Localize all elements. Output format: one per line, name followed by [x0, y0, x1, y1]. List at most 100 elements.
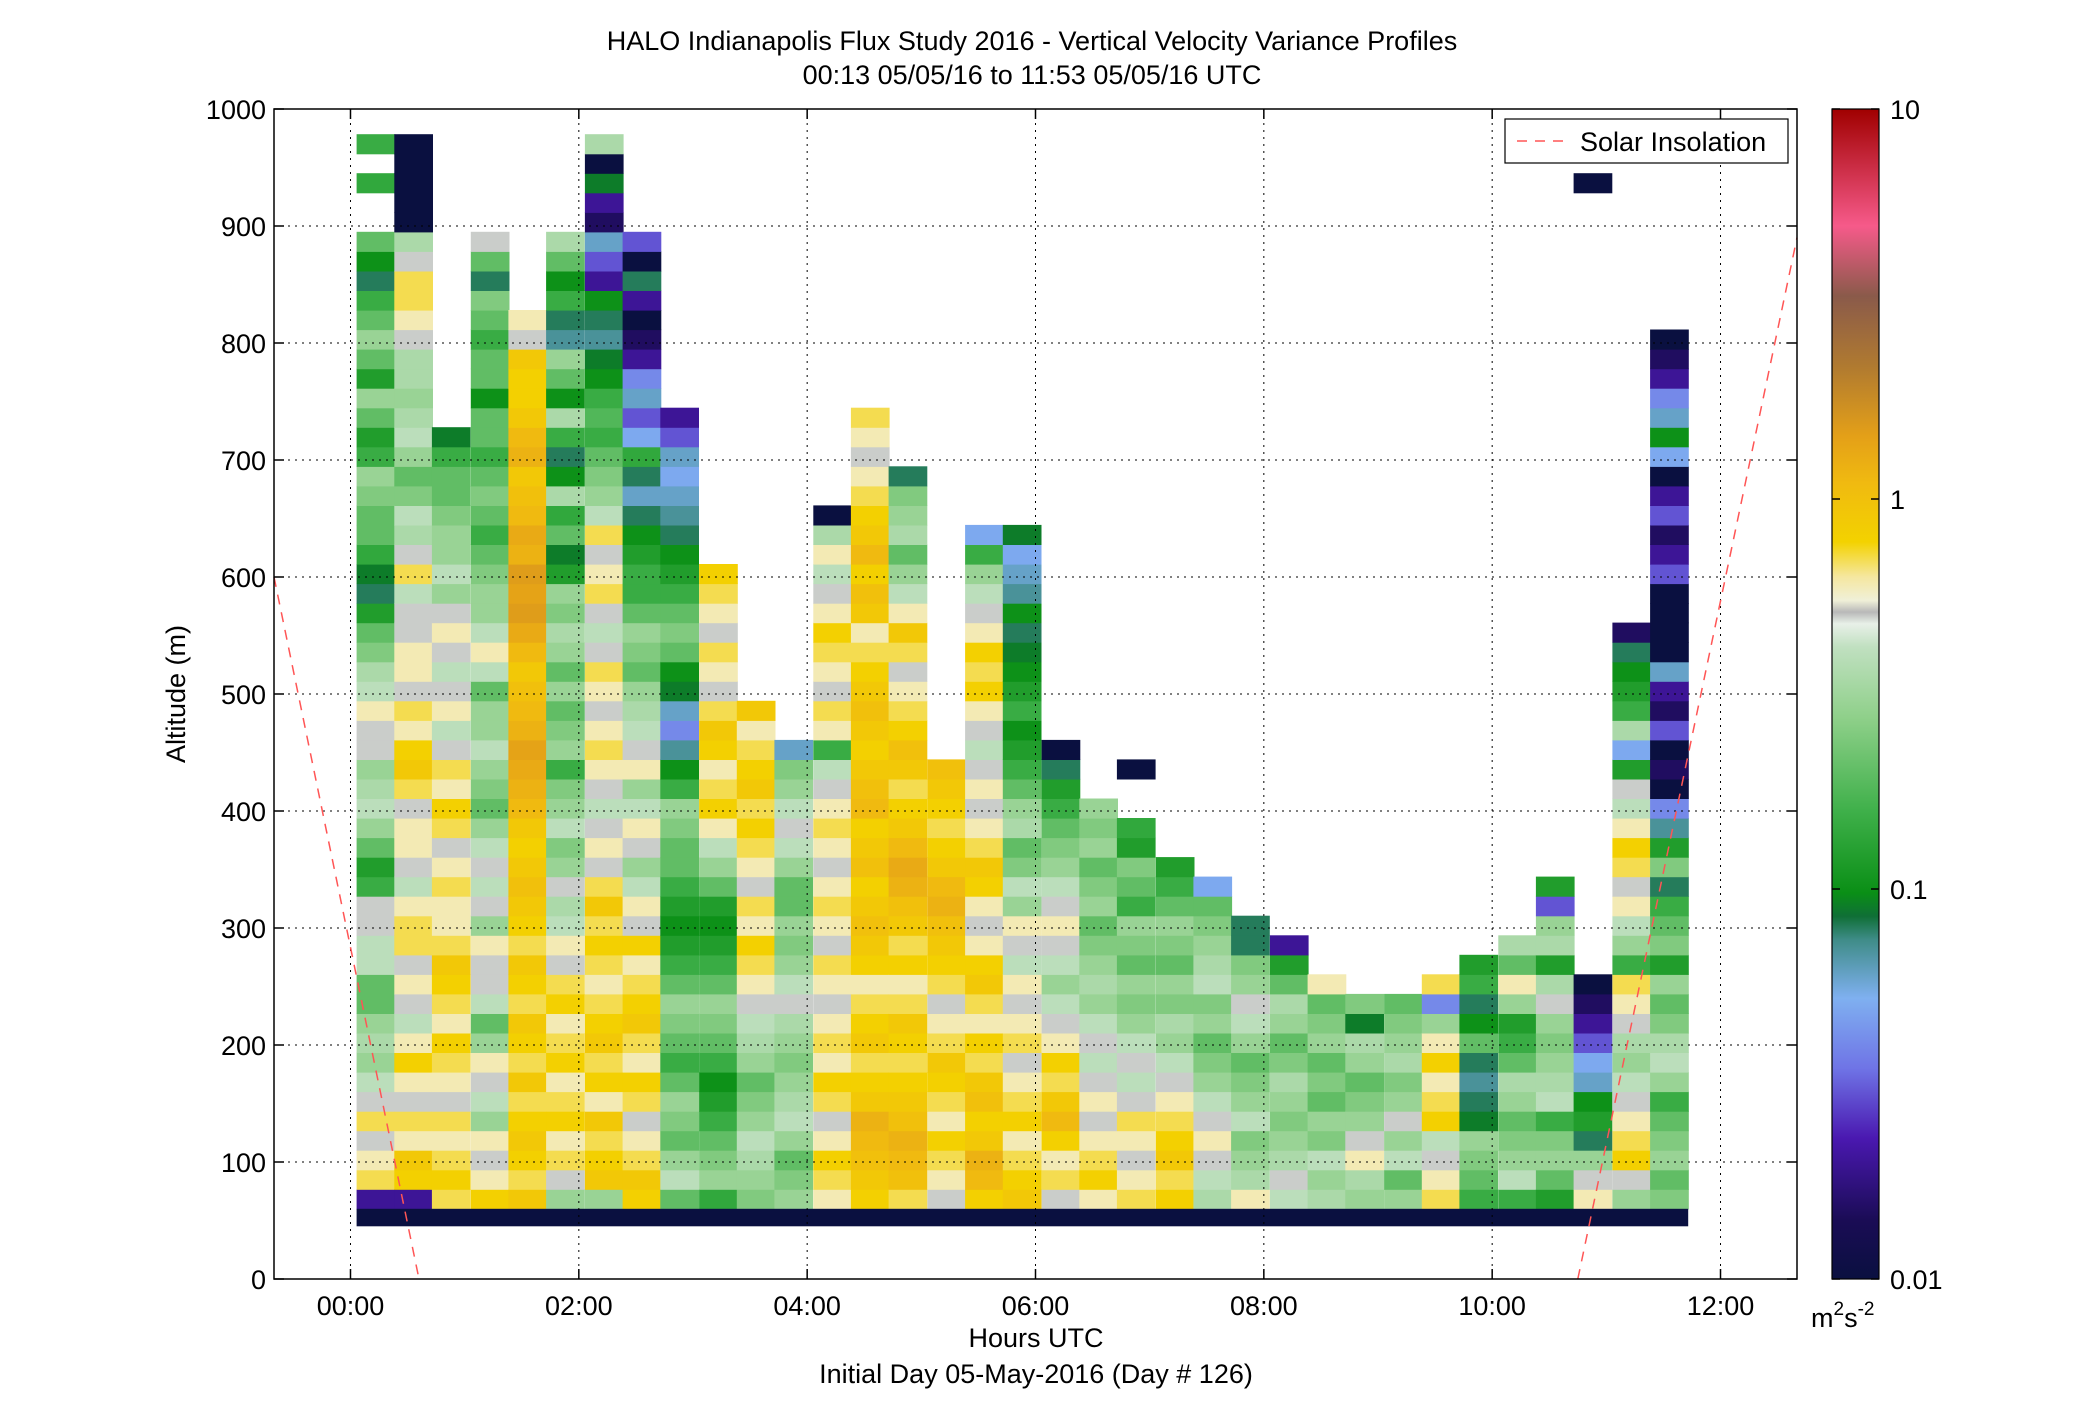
- heatmap-cell: [394, 915, 433, 936]
- heatmap-cell: [813, 896, 852, 917]
- heatmap-cell: [1231, 974, 1270, 995]
- heatmap-cell: [1231, 993, 1270, 1014]
- heatmap-cell: [1345, 1013, 1384, 1034]
- heatmap-cell: [850, 1111, 890, 1132]
- heatmap-cell: [356, 1091, 396, 1112]
- heatmap-cell: [394, 134, 433, 155]
- heatmap-cell: [1155, 1130, 1195, 1151]
- heatmap-cell: [927, 1052, 967, 1073]
- heatmap-cell: [584, 446, 624, 467]
- heatmap-cell: [546, 1013, 585, 1034]
- heatmap-cell: [1079, 1052, 1118, 1073]
- heatmap-cell: [850, 407, 890, 428]
- heatmap-cell: [508, 1032, 548, 1053]
- heatmap-cell: [1650, 739, 1689, 760]
- heatmap-cell: [660, 1091, 699, 1112]
- heatmap-cell: [470, 700, 510, 721]
- heatmap-cell: [356, 583, 396, 604]
- heatmap-cell: [965, 896, 1004, 917]
- heatmap-cell: [356, 564, 396, 585]
- heatmap-cell: [508, 1189, 548, 1210]
- x-tick-label: 12:00: [1687, 1291, 1755, 1321]
- heatmap-cell: [774, 798, 814, 819]
- heatmap-cell: [1193, 974, 1233, 995]
- heatmap-cell: [1535, 1072, 1575, 1093]
- heatmap-cell: [1535, 993, 1575, 1014]
- heatmap-cell: [813, 564, 852, 585]
- heatmap-cell: [1345, 1111, 1384, 1132]
- heatmap-cell: [736, 1169, 776, 1190]
- heatmap-cell: [850, 915, 890, 936]
- heatmap-cell: [470, 290, 510, 311]
- heatmap-cell: [660, 622, 699, 643]
- heatmap-cell: [1459, 1072, 1499, 1093]
- heatmap-cell: [965, 837, 1004, 858]
- heatmap-cell: [1002, 818, 1042, 839]
- heatmap-cell: [394, 407, 433, 428]
- heatmap-cell: [1535, 1130, 1575, 1151]
- heatmap-cell: [394, 212, 433, 233]
- heatmap-cell: [1116, 837, 1156, 858]
- heatmap-cell: [546, 290, 585, 311]
- heatmap-cell: [546, 505, 585, 526]
- heatmap-cell: [356, 993, 396, 1014]
- heatmap-cell: [584, 935, 624, 956]
- heatmap-cell: [813, 583, 852, 604]
- heatmap-cell: [1269, 1111, 1309, 1132]
- heatmap-cell: [888, 1189, 928, 1210]
- heatmap-cell: [622, 544, 662, 565]
- y-tick-label: 1000: [206, 95, 266, 125]
- heatmap-cell: [660, 798, 699, 819]
- heatmap-cell: [546, 642, 585, 663]
- heatmap-cell: [508, 661, 548, 682]
- heatmap-cell: [965, 1150, 1004, 1171]
- heatmap-cell: [850, 993, 890, 1014]
- heatmap-cell: [584, 524, 624, 545]
- heatmap-cell: [1116, 935, 1156, 956]
- heatmap-cell: [356, 231, 396, 252]
- heatmap-cell: [394, 466, 433, 487]
- heatmap-cell: [1231, 1169, 1270, 1190]
- heatmap-cell: [1650, 954, 1689, 975]
- heatmap-cell: [699, 935, 738, 956]
- heatmap-cell: [1079, 1111, 1118, 1132]
- heatmap-cell: [1612, 954, 1652, 975]
- heatmap-cell: [546, 661, 585, 682]
- heatmap-cell: [508, 1091, 548, 1112]
- heatmap-cell: [1116, 1032, 1156, 1053]
- heatmap-cell: [1041, 915, 1081, 936]
- heatmap-cell: [622, 251, 662, 272]
- heatmap-cell: [660, 1189, 699, 1210]
- heatmap-cell: [1535, 1052, 1575, 1073]
- legend-label-solar-insolation: Solar Insolation: [1580, 127, 1766, 157]
- heatmap-cell: [1421, 1189, 1461, 1210]
- heatmap-cell: [546, 1072, 585, 1093]
- heatmap-cell: [1650, 505, 1689, 526]
- heatmap-cell: [356, 837, 396, 858]
- heatmap-cell: [1079, 896, 1118, 917]
- heatmap-cell: [470, 1013, 510, 1034]
- y-tick-label: 600: [221, 563, 266, 593]
- heatmap-cell: [888, 720, 928, 741]
- heatmap-cell: [1535, 915, 1575, 936]
- heatmap-cell: [1612, 1091, 1652, 1112]
- heatmap-cell: [1650, 1052, 1689, 1073]
- heatmap-cell: [470, 1032, 510, 1053]
- heatmap-cell: [850, 427, 890, 448]
- heatmap-cell: [546, 818, 585, 839]
- heatmap-cell: [584, 1052, 624, 1073]
- heatmap-cell: [1612, 1130, 1652, 1151]
- heatmap-cell: [774, 778, 814, 799]
- heatmap-cell: [356, 1032, 396, 1053]
- heatmap-cell: [1345, 1032, 1384, 1053]
- heatmap-cell: [1459, 1013, 1499, 1034]
- heatmap-cell: [1231, 1072, 1270, 1093]
- heatmap-cell: [1002, 1150, 1042, 1171]
- heatmap-cell: [813, 720, 852, 741]
- heatmap-cell: [508, 1052, 548, 1073]
- heatmap-cell: [1079, 837, 1118, 858]
- heatmap-cell: [660, 524, 699, 545]
- heatmap-cell: [431, 466, 471, 487]
- heatmap-cell: [1269, 954, 1309, 975]
- heatmap-cell: [1612, 642, 1652, 663]
